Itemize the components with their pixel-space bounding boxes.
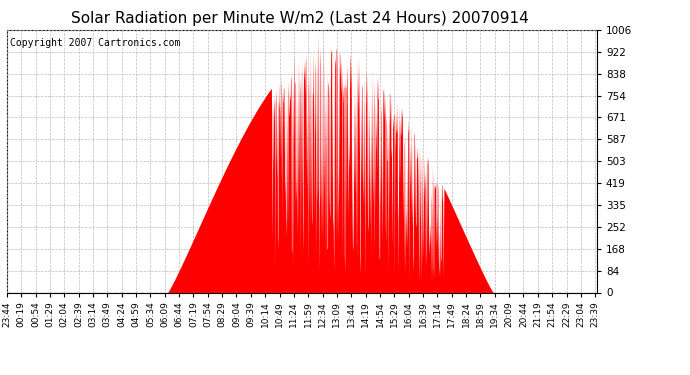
Text: Copyright 2007 Cartronics.com: Copyright 2007 Cartronics.com [10, 38, 180, 48]
Text: Solar Radiation per Minute W/m2 (Last 24 Hours) 20070914: Solar Radiation per Minute W/m2 (Last 24… [71, 11, 529, 26]
